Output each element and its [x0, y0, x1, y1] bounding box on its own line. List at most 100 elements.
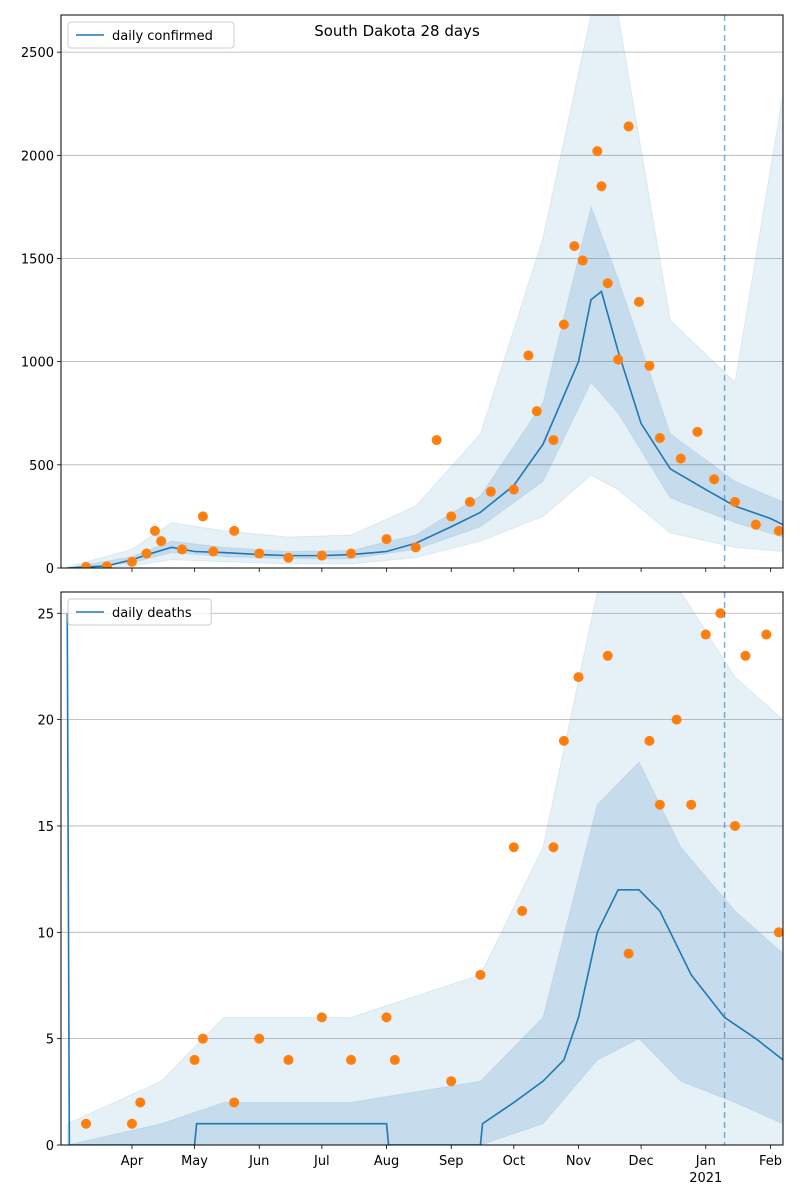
plot-area	[66, 15, 783, 568]
outer-interval-band	[66, 15, 783, 568]
observed-point	[446, 1076, 457, 1087]
observed-point	[602, 278, 613, 289]
observed-point	[283, 552, 294, 563]
observed-point	[431, 435, 442, 446]
observed-point	[686, 799, 697, 810]
observed-point	[316, 550, 327, 561]
observed-point	[761, 629, 772, 640]
observed-point	[346, 548, 357, 559]
observed-point	[389, 1054, 400, 1065]
legend-label: daily deaths	[112, 606, 192, 621]
observed-point	[316, 1012, 327, 1023]
observed-point	[750, 519, 761, 530]
observed-point	[548, 435, 559, 446]
observed-point	[254, 1033, 265, 1044]
observed-point	[715, 608, 726, 619]
x-tick-label: Jun	[248, 1154, 269, 1169]
x-tick-label: Apr	[121, 1154, 144, 1169]
observed-point	[548, 842, 559, 853]
observed-point	[692, 426, 703, 437]
observed-point	[475, 969, 486, 980]
observed-point	[644, 360, 655, 371]
observed-point	[229, 525, 240, 536]
observed-point	[126, 556, 137, 567]
observed-point	[730, 496, 741, 507]
observed-point	[410, 542, 421, 553]
observed-point	[208, 546, 219, 557]
observed-point	[229, 1097, 240, 1108]
observed-point	[558, 319, 569, 330]
observed-point	[558, 735, 569, 746]
observed-point	[592, 146, 603, 157]
observed-point	[671, 714, 682, 725]
x-tick-label: Jan	[695, 1154, 716, 1169]
observed-point	[773, 927, 783, 938]
y-tick-label: 500	[29, 459, 54, 474]
legend-box	[67, 21, 235, 49]
observed-point	[464, 496, 475, 507]
observed-point	[381, 534, 392, 545]
observed-point	[523, 350, 534, 361]
observed-point	[485, 486, 496, 497]
observed-point	[149, 525, 160, 536]
y-tick-label: 5	[46, 1033, 54, 1048]
observed-point	[596, 181, 607, 192]
observed-point	[508, 842, 519, 853]
observed-point	[508, 484, 519, 495]
x-year-label: 2021	[689, 1171, 722, 1186]
y-tick-label: 20	[37, 714, 54, 729]
x-tick-label: Oct	[503, 1154, 525, 1169]
observed-point	[623, 121, 634, 132]
x-tick-label: Dec	[629, 1154, 654, 1169]
observed-point	[675, 453, 686, 464]
median-line	[66, 613, 783, 1145]
axes-frame	[60, 14, 784, 569]
axes-frame	[60, 591, 784, 1146]
observed-point	[177, 544, 188, 555]
y-tick-label: 15	[37, 820, 54, 835]
observed-point	[446, 511, 457, 522]
observed-point	[101, 561, 112, 568]
legend: daily deaths	[67, 598, 212, 626]
plot-area	[66, 592, 783, 1145]
y-tick-label: 1000	[21, 356, 54, 371]
observed-point	[141, 548, 152, 559]
x-tick-label: Aug	[374, 1154, 399, 1169]
y-tick-label: 2000	[21, 149, 54, 164]
observed-point	[81, 561, 92, 568]
observed-point	[197, 511, 208, 522]
outer-interval-band	[66, 592, 783, 1145]
legend: daily confirmed	[67, 21, 235, 49]
inner-interval-band	[67, 761, 783, 1145]
y-tick-label: 2500	[21, 46, 54, 61]
observed-point	[81, 1118, 92, 1129]
observed-point	[644, 735, 655, 746]
observed-point	[346, 1054, 357, 1065]
observed-point	[700, 629, 711, 640]
observed-point	[254, 548, 265, 559]
observed-point	[730, 820, 741, 831]
observed-point	[623, 948, 634, 959]
panel-deaths: 0 5 10 15 20 25 Apr May Jun Jul Aug Sep Oct Nov Dec Jan…	[37, 591, 784, 1186]
observed-point	[569, 241, 580, 252]
observed-point	[283, 1054, 294, 1065]
observed-point	[602, 650, 613, 661]
observed-point	[773, 525, 783, 536]
observed-point	[709, 474, 720, 485]
observed-point	[156, 536, 167, 547]
observed-point	[740, 650, 751, 661]
chart-title: South Dakota 28 days	[314, 22, 480, 40]
y-tick-label: 0	[46, 562, 54, 577]
observed-point	[634, 296, 645, 307]
observed-point	[135, 1097, 146, 1108]
observed-point	[517, 906, 528, 917]
y-tick-label: 0	[46, 1139, 54, 1154]
x-tick-label: Nov	[566, 1154, 592, 1169]
x-tick-label: May	[181, 1154, 208, 1169]
observed-point	[613, 354, 624, 365]
y-tick-label: 1500	[21, 252, 54, 267]
y-tick-label: 25	[37, 607, 54, 622]
legend-label: daily confirmed	[112, 29, 213, 44]
observed-point	[654, 799, 665, 810]
